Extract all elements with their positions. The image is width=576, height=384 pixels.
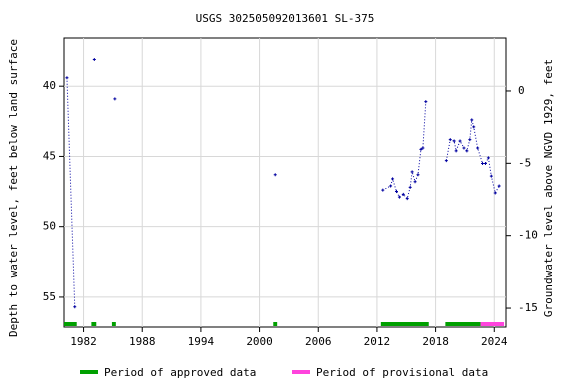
data-line: [66, 77, 500, 307]
legend-label: Period of approved data: [104, 366, 256, 379]
data-point: [468, 138, 472, 142]
y-axis-label: Depth to water level, feet below land su…: [7, 39, 20, 337]
legend-label: Period of provisional data: [316, 366, 488, 379]
data-point: [470, 118, 474, 122]
x-tick-label: 2006: [305, 335, 332, 348]
plot-frame: [63, 37, 507, 328]
x-tick-label: 1994: [188, 335, 215, 348]
data-point: [444, 159, 448, 163]
data-point: [465, 149, 469, 153]
data-point: [381, 188, 385, 192]
y2-tick-label: -5: [518, 156, 531, 169]
x-tick-label: 2018: [422, 335, 449, 348]
y-tick-label: 40: [43, 79, 56, 92]
data-point: [397, 195, 401, 199]
data-point: [462, 146, 466, 150]
y2-tick-label: -15: [518, 301, 538, 314]
data-point: [410, 170, 414, 174]
y-tick-label: 55: [43, 290, 56, 303]
x-tick-label: 2012: [364, 335, 391, 348]
data-point: [472, 125, 476, 129]
period-bar: [445, 322, 481, 326]
data-point: [448, 138, 452, 142]
data-point: [452, 139, 456, 143]
x-tick-label: 1982: [70, 335, 97, 348]
y2-axis-label: Groundwater level above NGVD 1929, feet: [542, 59, 555, 317]
legend-swatch: [292, 370, 310, 374]
data-point: [405, 197, 409, 201]
y2-tick-label: 0: [518, 84, 525, 97]
y-tick-label: 50: [43, 220, 56, 233]
data-point: [273, 173, 277, 177]
legend-swatch: [80, 370, 98, 374]
data-point: [424, 100, 428, 104]
data-point: [73, 305, 77, 309]
data-point: [391, 177, 395, 181]
data-point: [421, 146, 425, 150]
period-bar: [64, 322, 77, 326]
data-point: [486, 156, 490, 160]
data-point: [394, 190, 398, 194]
data-point: [481, 161, 485, 165]
period-bar: [91, 322, 97, 326]
data-point: [489, 174, 493, 178]
data-point: [419, 147, 423, 151]
data-point: [389, 184, 393, 188]
data-point: [458, 139, 462, 143]
chart-title: USGS 302505092013601 SL-375: [196, 12, 375, 25]
data-point: [497, 184, 501, 188]
data-point: [454, 149, 458, 153]
data-point: [113, 97, 117, 101]
data-point: [476, 146, 480, 150]
period-bar: [273, 322, 278, 326]
y-tick-label: 45: [43, 149, 56, 162]
x-tick-label: 1988: [129, 335, 156, 348]
period-bar: [380, 322, 429, 326]
y2-tick-label: -10: [518, 229, 538, 242]
data-point: [413, 180, 417, 184]
data-point: [416, 173, 420, 177]
data-point: [408, 185, 412, 189]
data-point: [483, 161, 487, 165]
x-tick-label: 2024: [481, 335, 508, 348]
period-bar: [111, 322, 116, 326]
data-point: [65, 76, 69, 80]
data-point: [493, 191, 497, 195]
x-tick-label: 2000: [246, 335, 273, 348]
data-point: [92, 57, 96, 61]
data-point: [401, 192, 405, 196]
period-bar: [480, 322, 505, 326]
